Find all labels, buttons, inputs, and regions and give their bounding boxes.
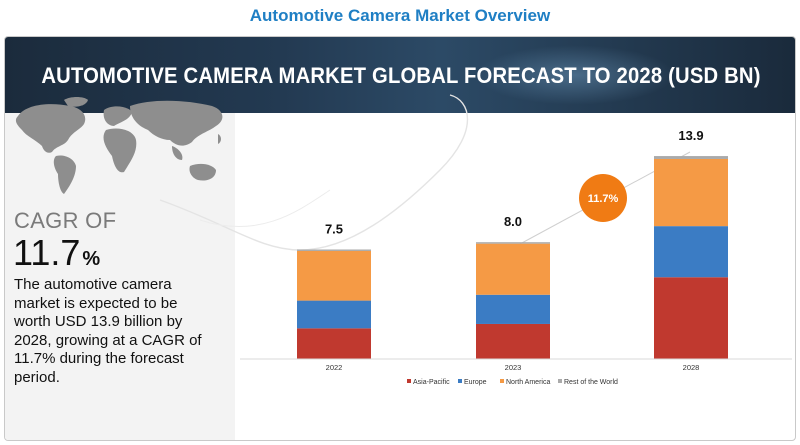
bar-segment-rest-of-the-world [654, 156, 728, 159]
cagr-bubble: 11.7% [579, 174, 627, 222]
bar-segment-europe [476, 294, 550, 324]
chart-decor [159, 94, 691, 251]
market-description: The automotive camera market is expected… [14, 276, 202, 386]
cagr-bubble-text: 11.7% [588, 193, 619, 205]
bar-segment-north-america [476, 243, 550, 295]
legend-label: Europe [464, 379, 487, 386]
bar-segment-europe [654, 226, 728, 278]
bar-segment-asia-pacific [476, 323, 550, 359]
cagr-bubble-circle [579, 174, 627, 222]
legend-swatch [558, 379, 562, 383]
bar-segment-asia-pacific [654, 277, 728, 359]
bar-segment-north-america [297, 250, 371, 301]
bar-segment-rest-of-the-world [476, 242, 550, 244]
world-map-icon [15, 97, 223, 194]
page-title: Automotive Camera Market Overview [249, 6, 551, 25]
legend-label: North America [506, 379, 550, 386]
legend-label: Rest of the World [564, 379, 618, 386]
bar-segment-rest-of-the-world [297, 249, 371, 251]
cagr-unit: % [82, 248, 101, 270]
decor-curve [159, 94, 469, 251]
banner-glow [475, 45, 675, 105]
labels-layer: 7.5 2022 8.0 2023 13.9 2028 [325, 128, 704, 372]
bar-segment-north-america [654, 158, 728, 227]
bars-layer [297, 156, 728, 359]
x-tick-label: 2022 [326, 363, 343, 372]
banner: AUTOMOTIVE CAMERA MARKET GLOBAL FORECAST… [5, 37, 795, 113]
legend-swatch [458, 379, 462, 383]
cagr-number: 11.7 [13, 232, 81, 273]
bar-total-label: 13.9 [678, 128, 703, 143]
legend-label: Asia-Pacific [413, 379, 450, 386]
bar-segment-europe [297, 300, 371, 329]
cagr-value: 11.7% [13, 232, 100, 274]
x-tick-label: 2023 [505, 363, 522, 372]
x-tick-label: 2028 [683, 363, 700, 372]
legend-swatch [500, 379, 504, 383]
legend-swatch [407, 379, 411, 383]
cagr-label: CAGR OF [14, 208, 117, 233]
bar-total-label: 7.5 [325, 222, 343, 237]
bar-segment-asia-pacific [297, 328, 371, 359]
chart-legend: Asia-Pacific Europe North America Rest of t… [407, 379, 618, 386]
bar-total-label: 8.0 [504, 214, 522, 229]
decor-curve [199, 189, 331, 228]
banner-title: AUTOMOTIVE CAMERA MARKET GLOBAL FORECAST… [41, 63, 761, 88]
